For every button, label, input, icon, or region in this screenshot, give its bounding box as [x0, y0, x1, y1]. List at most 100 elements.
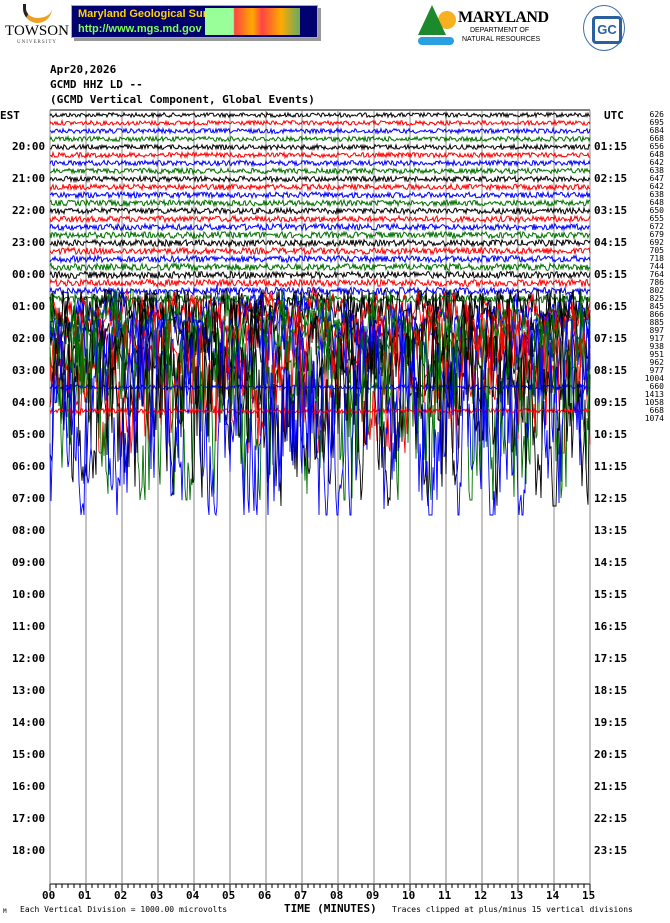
station-label: GCMD HHZ LD --: [50, 78, 143, 91]
dnr-tree-icon: [418, 5, 446, 35]
row-value: 744: [649, 262, 664, 271]
row-value: 692: [649, 238, 664, 247]
row-value: 672: [649, 222, 664, 231]
utc-label: 01:15: [594, 140, 628, 153]
clip-note: Traces clipped at plus/minus 15 vertical…: [392, 905, 633, 914]
description-label: (GCMD Vertical Component, Global Events): [50, 93, 315, 106]
trace-row: [49, 269, 591, 281]
utc-label: 19:15: [594, 716, 628, 729]
utc-label: 13:15: [594, 524, 628, 537]
utc-label: 15:15: [594, 588, 628, 601]
dnr-line1: MARYLAND: [458, 9, 549, 26]
trace-row: [49, 198, 591, 208]
est-label: 11:00: [12, 620, 46, 633]
est-label: 10:00: [12, 588, 46, 601]
est-label: 15:00: [12, 748, 46, 761]
utc-label: 16:15: [594, 620, 628, 633]
garrett-college-logo[interactable]: GC: [583, 5, 625, 51]
row-value: 977: [649, 366, 664, 375]
row-value: 917: [649, 334, 664, 343]
mgs-title: Maryland Geological Survey: [78, 8, 226, 20]
trace-row: [49, 126, 591, 136]
trace-row: [49, 406, 591, 416]
x-tick-label: 05: [222, 889, 236, 902]
utc-label: 17:15: [594, 652, 628, 665]
est-label: 05:00: [12, 428, 46, 441]
x-tick-label: 08: [330, 889, 344, 902]
est-label: 12:00: [12, 652, 46, 665]
row-value: 1058: [644, 398, 664, 407]
row-value: 897: [649, 326, 664, 335]
utc-label: 23:15: [594, 844, 628, 857]
row-value: 938: [649, 342, 664, 351]
est-label: 17:00: [12, 812, 46, 825]
row-value: 695: [649, 118, 664, 127]
est-label: 16:00: [12, 780, 46, 793]
est-label: 03:00: [12, 364, 46, 377]
row-value: 679: [649, 230, 664, 239]
trace-row: [49, 134, 591, 144]
row-value: 642: [649, 158, 664, 167]
utc-label: 07:15: [594, 332, 628, 345]
trace-row: [49, 319, 591, 517]
est-label: 01:00: [12, 300, 46, 313]
x-tick-label: 07: [294, 889, 308, 902]
towson-swoosh-icon: [22, 4, 52, 23]
utc-label: 14:15: [594, 556, 628, 569]
scale-note: Each Vertical Division = 1000.00 microvo…: [20, 905, 228, 914]
x-tick-label: 13: [510, 889, 524, 902]
mgs-map-icon: [205, 8, 300, 35]
x-tick-label: 00: [42, 889, 56, 902]
utc-label: 06:15: [594, 300, 628, 313]
utc-label: 04:15: [594, 236, 628, 249]
mgs-url[interactable]: http://www.mgs.md.gov: [78, 23, 202, 35]
trace-row: [49, 222, 591, 232]
trace-row: [49, 246, 591, 256]
est-label: 20:00: [12, 140, 46, 153]
row-value: 655: [649, 214, 664, 223]
row-value: 951: [649, 350, 664, 359]
utc-label: 10:15: [594, 428, 628, 441]
x-tick-label: 06: [258, 889, 272, 902]
utc-label: 21:15: [594, 780, 628, 793]
trace-row: [49, 142, 591, 152]
trace-row: [49, 166, 591, 176]
row-value: 626: [649, 110, 664, 119]
trace-row: [49, 174, 591, 184]
utc-axis-title: UTC: [604, 109, 624, 122]
row-value: 962: [649, 358, 664, 367]
utc-label: 09:15: [594, 396, 628, 409]
est-label: 18:00: [12, 844, 46, 857]
row-value: 648: [649, 150, 664, 159]
mgs-banner[interactable]: Maryland Geological Survey http://www.mg…: [71, 5, 318, 38]
trace-row: [49, 206, 591, 216]
row-value: 638: [649, 190, 664, 199]
x-tick-label: 03: [150, 889, 164, 902]
utc-label: 20:15: [594, 748, 628, 761]
row-value: 786: [649, 278, 664, 287]
trace-row: [49, 298, 591, 507]
x-axis-title: TIME (MINUTES): [284, 902, 377, 915]
dnr-logo[interactable]: MARYLAND DEPARTMENT OF NATURAL RESOURCES: [418, 3, 568, 47]
est-label: 13:00: [12, 684, 46, 697]
est-label: 23:00: [12, 236, 46, 249]
date-label: Apr20,2026: [50, 63, 117, 76]
corner-mark: M: [3, 908, 7, 915]
est-label: 04:00: [12, 396, 46, 409]
trace-row: [49, 158, 591, 168]
est-axis-title: EST: [0, 109, 20, 122]
utc-label: 18:15: [594, 684, 628, 697]
row-value: 642: [649, 182, 664, 191]
est-label: 09:00: [12, 556, 46, 569]
gc-initials: GC: [592, 16, 622, 44]
towson-logo[interactable]: TOWSON UNIVERSITY: [2, 4, 72, 48]
trace-row: [49, 277, 591, 289]
x-tick-label: 15: [582, 889, 596, 902]
row-value: 668: [649, 134, 664, 143]
dnr-line2: DEPARTMENT OF: [470, 27, 530, 34]
utc-label: 11:15: [594, 460, 628, 473]
row-value: 668: [649, 406, 664, 415]
row-value: 660: [649, 382, 664, 391]
row-value: 845: [649, 302, 664, 311]
